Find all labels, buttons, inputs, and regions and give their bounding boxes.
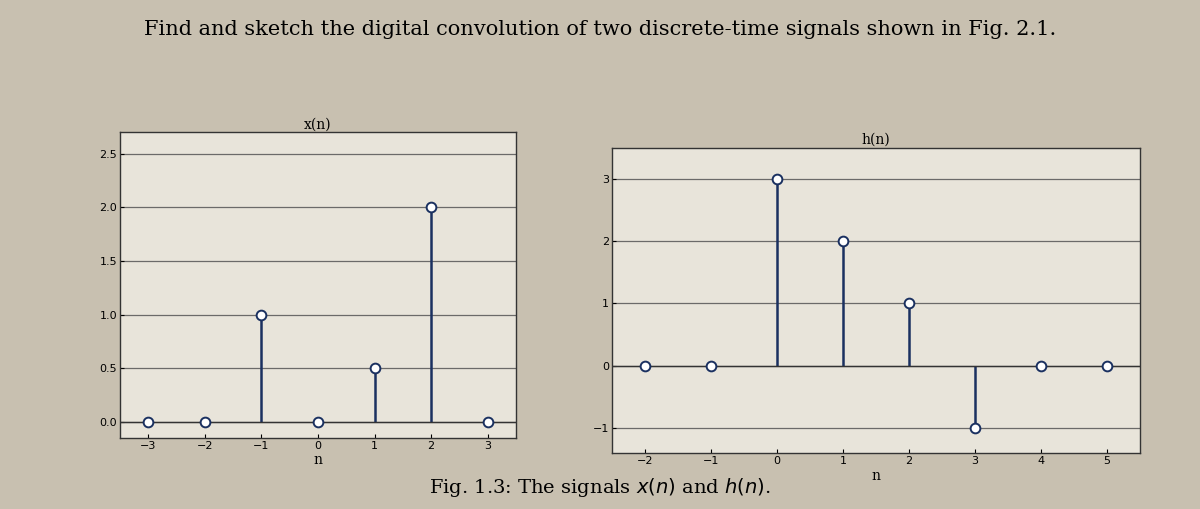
X-axis label: n: n — [313, 454, 323, 467]
Title: x(n): x(n) — [304, 117, 332, 131]
X-axis label: n: n — [871, 469, 881, 483]
Text: Find and sketch the digital convolution of two discrete-time signals shown in Fi: Find and sketch the digital convolution … — [144, 20, 1056, 39]
Text: Fig. 1.3: The signals $x(n)$ and $h(n)$.: Fig. 1.3: The signals $x(n)$ and $h(n)$. — [430, 476, 770, 499]
Title: h(n): h(n) — [862, 132, 890, 147]
